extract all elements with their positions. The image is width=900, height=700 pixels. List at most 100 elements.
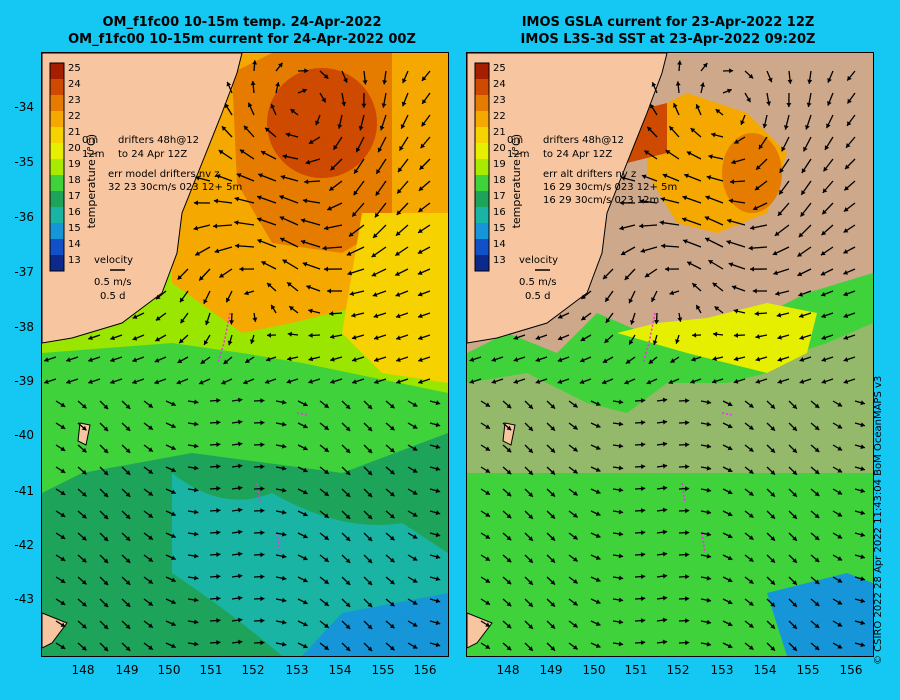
velocity-arrow-head (506, 645, 512, 651)
velocity-arrow-head (727, 489, 733, 495)
velocity-arrow-head (814, 535, 820, 541)
colorbar-tick-label: 14 (68, 239, 81, 250)
velocity-arrow-head (148, 447, 153, 452)
velocity-arrow-head (685, 574, 690, 580)
velocity-arrow-head (662, 485, 668, 491)
velocity-arrow-head (821, 313, 827, 319)
velocity-arrow-head (528, 558, 533, 563)
velocity-arrow-head (324, 266, 329, 272)
velocity-arrow-head (420, 143, 426, 149)
velocity-arrow-head (506, 447, 512, 453)
velocity-arrow-head (728, 262, 734, 268)
velocity-arrow-head (843, 335, 849, 340)
velocity-arrow-head (81, 403, 87, 409)
lon-tick: 156 (839, 663, 863, 677)
velocity-arrow-head (770, 580, 775, 585)
velocity-arrow-head (213, 198, 219, 204)
velocity-arrow-head (302, 445, 308, 451)
colorbar-tick-label: 25 (493, 63, 506, 74)
drifter-track (256, 482, 261, 504)
colorbar-tick-label: 20 (493, 143, 506, 154)
drifter-track (642, 312, 656, 364)
velocity-arrow-head (708, 154, 713, 160)
colorbar-segment (50, 95, 64, 111)
velocity-arrow-head (345, 580, 351, 585)
colorbar-segment (50, 223, 64, 239)
velocity-arrow-head (814, 601, 820, 607)
velocity-arrow-head (528, 624, 533, 629)
colorbar-segment (475, 191, 489, 207)
velocity-arrow-head (379, 125, 385, 131)
velocity-arrow-head (786, 103, 792, 108)
velocity-arrow-head (171, 467, 176, 473)
velocity-arrow-head (435, 400, 441, 406)
colorbar-tick-label: 19 (493, 159, 506, 170)
velocity-arrow-head (641, 508, 646, 514)
velocity-arrow-head (690, 128, 696, 133)
velocity-arrow-head (302, 577, 308, 583)
velocity-arrow-head (814, 645, 820, 651)
velocity-arrow-head (397, 188, 402, 194)
velocity-arrow-head (595, 643, 601, 648)
velocity-arrow-head (247, 102, 253, 108)
velocity-arrow-head (125, 448, 131, 453)
velocity-arrow-head (677, 317, 683, 322)
velocity-arrow-head (352, 379, 357, 384)
velocity-arrow-head (485, 622, 490, 627)
velocity-arrow-head (103, 492, 109, 498)
velocity-legend-duration: 0.5 d (525, 291, 550, 302)
velocity-arrow-head (860, 400, 865, 406)
velocity-arrow-head (81, 535, 87, 541)
velocity-arrow-head (171, 643, 176, 649)
velocity-arrow-head (665, 150, 671, 155)
velocity-arrow-head (821, 357, 827, 362)
left-title-line2: OM_f1fc00 10-15m current for 24-Apr-2022… (68, 32, 416, 47)
velocity-arrow-head (435, 444, 441, 450)
velocity-arrow-head (550, 646, 556, 651)
velocity-arrow-head (572, 557, 578, 562)
velocity-arrow-head (371, 271, 377, 277)
velocity-arrow-head (837, 578, 843, 583)
velocity-arrow-head (684, 173, 689, 179)
colorbar-tick-label: 20 (68, 143, 81, 154)
velocity-arrow-head (814, 557, 820, 563)
velocity-arrow-head (669, 126, 674, 131)
velocity-arrow-head (550, 536, 556, 541)
velocity-arrow-head (528, 646, 533, 651)
velocity-arrow-head (843, 228, 849, 233)
velocity-arrow-head (216, 442, 221, 448)
velocity-arrow-head (821, 230, 827, 236)
velocity-arrow-head (195, 175, 200, 181)
velocity-arrow-head (395, 292, 401, 297)
velocity-arrow-head (308, 139, 314, 144)
velocity-arrow-head (797, 252, 803, 257)
credit-text: © CSIRO 2022 28 Apr 2022 11:43:04 BoM Oc… (873, 375, 884, 665)
velocity-arrow-head (204, 320, 210, 325)
velocity-arrow-head (641, 574, 646, 580)
velocity-arrow-head (148, 645, 153, 650)
velocity-arrow-head (528, 448, 533, 453)
velocity-arrow-head (345, 448, 351, 453)
velocity-arrow-head (374, 357, 379, 363)
velocity-arrow-head (155, 294, 161, 300)
colorbar-segment (475, 223, 489, 239)
lon-tick: 155 (796, 663, 820, 677)
velocity-arrow-head (550, 558, 556, 563)
velocity-arrow-head (799, 313, 804, 319)
velocity-arrow-head (595, 445, 601, 450)
velocity-arrow-head (706, 597, 712, 603)
velocity-arrow-head (216, 486, 221, 492)
velocity-arrow-head (650, 103, 655, 109)
velocity-arrow-head (389, 535, 395, 541)
velocity-arrow-head (756, 165, 761, 170)
velocity-arrow-head (572, 579, 578, 584)
velocity-arrow-head (81, 425, 87, 431)
velocity-arrow-head (706, 531, 712, 537)
velocity-arrow-head (395, 251, 400, 256)
velocity-arrow-head (281, 509, 287, 515)
velocity-arrow-head (193, 200, 198, 206)
velocity-arrow-head (200, 359, 206, 364)
legend-drifters-date: to 24 Apr 12Z (543, 149, 612, 160)
velocity-arrow-head (621, 250, 626, 256)
velocity-arrow-head (640, 248, 646, 254)
